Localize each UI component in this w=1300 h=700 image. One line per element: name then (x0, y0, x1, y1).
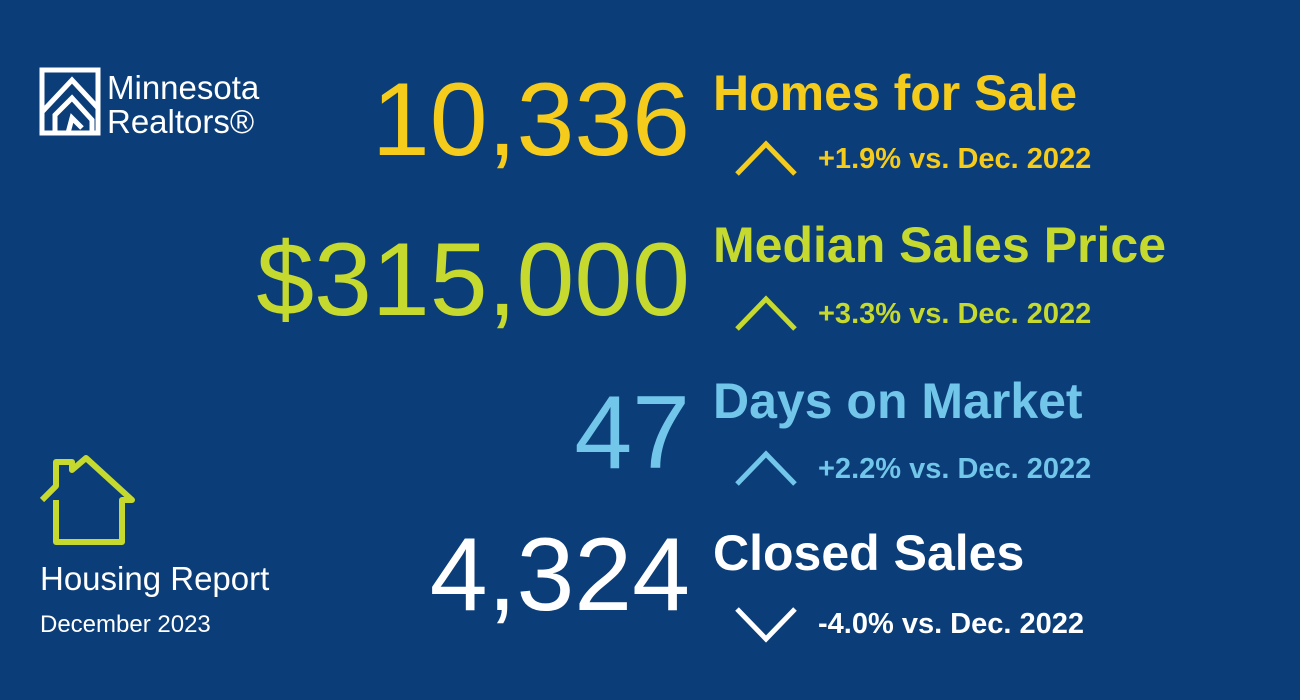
metric-change: +3.3% vs. Dec. 2022 (818, 298, 1091, 330)
metric-label: Days on Market (713, 373, 1083, 429)
logo-text: Minnesota (107, 69, 260, 106)
change-arrow (735, 140, 797, 176)
metric-label: Median Sales Price (713, 217, 1166, 273)
metric-value: 4,324 (430, 517, 690, 633)
house-icon (39, 455, 135, 545)
report-title: Housing Report (40, 560, 269, 597)
metric-value: 47 (574, 375, 690, 491)
metric-change: -4.0% vs. Dec. 2022 (818, 608, 1084, 640)
metric-value: 10,336 (372, 62, 690, 178)
metric-value: $315,000 (256, 222, 690, 338)
change-arrow (735, 607, 797, 643)
report-period: December 2023 (40, 611, 211, 638)
metric-label: Homes for Sale (713, 65, 1077, 121)
logo-icon (39, 67, 101, 136)
change-arrow (735, 450, 797, 486)
logo-text: Realtors® (107, 103, 254, 140)
metric-change: +1.9% vs. Dec. 2022 (818, 143, 1091, 175)
metric-change: +2.2% vs. Dec. 2022 (818, 453, 1091, 485)
change-arrow (735, 295, 797, 331)
metric-label: Closed Sales (713, 525, 1024, 581)
